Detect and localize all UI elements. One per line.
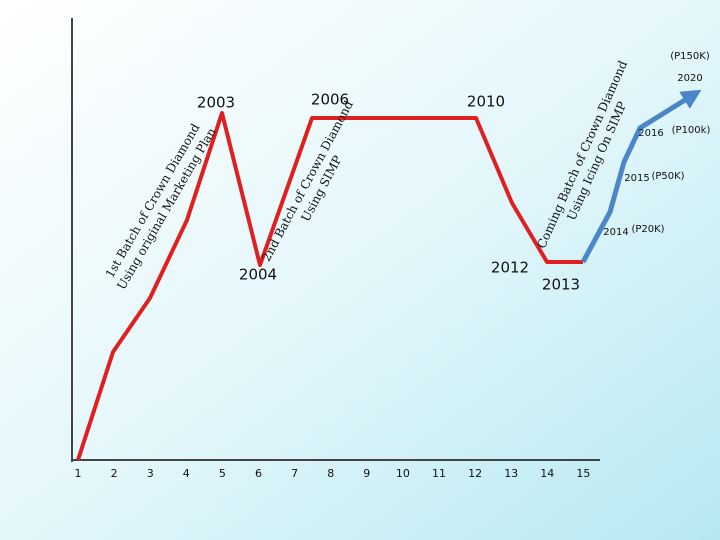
year-label: 2006 [311,91,349,109]
projection-line [580,89,702,264]
year-label: 2003 [197,94,235,112]
x-label: 13 [504,467,518,480]
x-label: 11 [432,467,446,480]
x-label: 2 [111,467,118,480]
x-label: 8 [327,467,334,480]
x-label: 15 [576,467,590,480]
year-label: 2012 [491,259,529,277]
x-label: 9 [363,467,370,480]
target-label: (P150K) [670,51,710,62]
history-line [76,111,583,461]
year-label: 2010 [467,93,505,111]
x-label: 1 [75,467,82,480]
x-label: 5 [219,467,226,480]
target-label: 2015 [624,173,649,184]
x-label: 6 [255,467,262,480]
target-label: (P20K) [631,224,664,235]
target-label: (P100k) [672,125,711,136]
target-label: 2016 [638,128,663,139]
x-label: 12 [468,467,482,480]
target-label: 2014 [603,227,628,238]
x-label: 3 [147,467,154,480]
x-label: 4 [183,467,190,480]
target-label: 2020 [677,73,702,84]
x-label: 7 [291,467,298,480]
target-label: (P50K) [651,171,684,182]
x-label: 10 [396,467,410,480]
year-label: 2004 [239,266,277,284]
year-label: 2013 [542,276,580,294]
x-labels: 1 2 3 4 5 6 7 8 9 10 11 12 13 14 15 [75,467,591,480]
x-label: 14 [540,467,554,480]
